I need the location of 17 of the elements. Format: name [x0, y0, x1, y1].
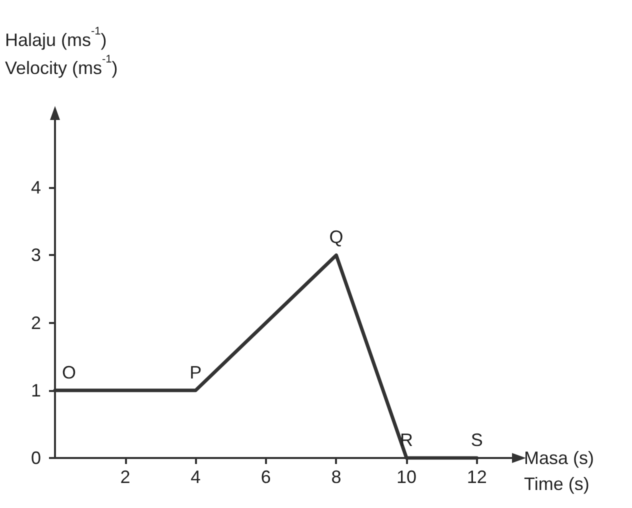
- y-tick-label: 3: [30, 245, 41, 266]
- annotation: P: [190, 362, 202, 382]
- y-tick-label: 1: [30, 380, 41, 400]
- y-tick-label: 4: [30, 178, 41, 198]
- annotation: S: [470, 430, 483, 450]
- y-tick-label: 2: [30, 312, 41, 333]
- x-tick-label: 2: [120, 467, 130, 487]
- annotation: Q: [329, 227, 344, 248]
- x-tick-label: 12: [466, 467, 487, 487]
- x-tick-label: 10: [396, 467, 417, 487]
- x-tick-label: 8: [331, 467, 342, 487]
- x-axis-title: Masa (s) Time (s): [524, 448, 594, 494]
- y-tick-label: 0: [30, 448, 41, 468]
- x-tick-label: 4: [190, 467, 201, 487]
- x-tick-label: 6: [260, 467, 271, 487]
- annotation: O: [62, 362, 76, 382]
- annotation: R: [400, 430, 414, 450]
